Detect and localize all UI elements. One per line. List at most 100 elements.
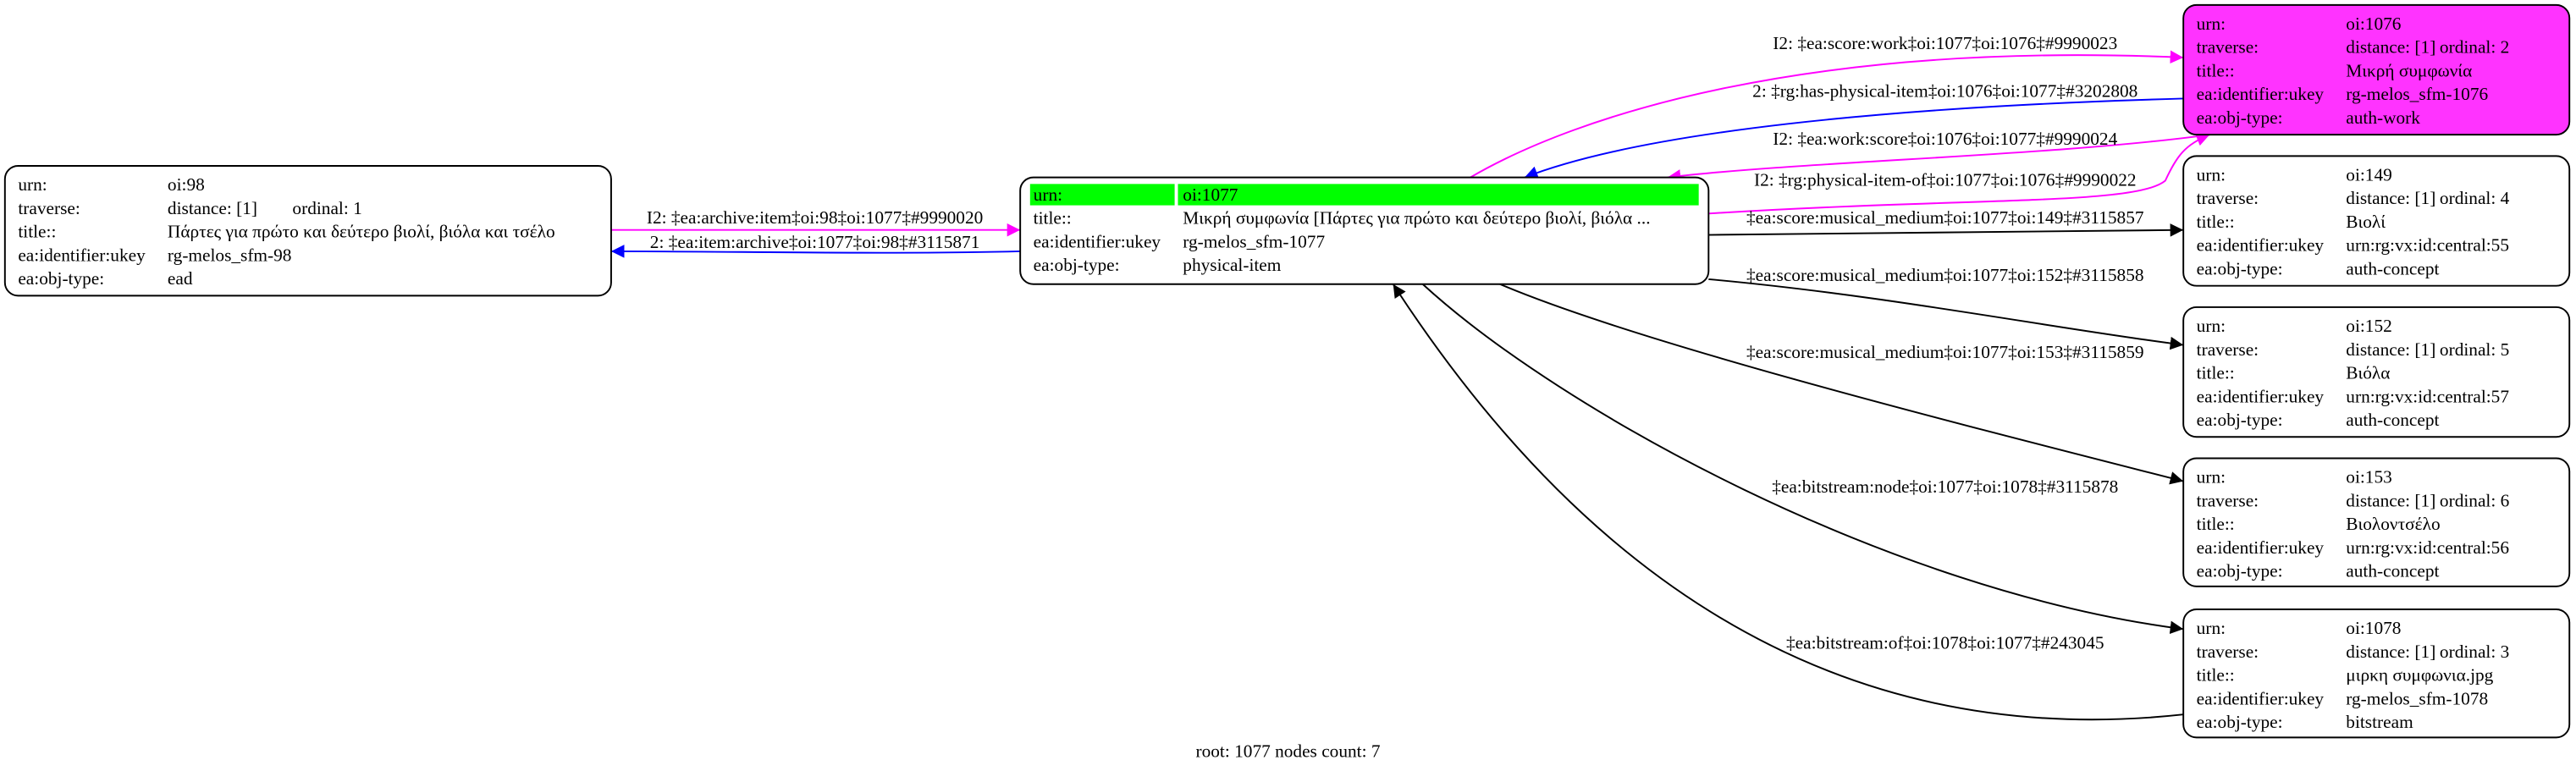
node-value: Μικρή συμφωνία [Πάρτες για πρώτο και δεύ… bbox=[1183, 208, 1650, 229]
node-key: ea:obj-type: bbox=[2197, 107, 2283, 128]
edge-label: 2: ‡rg:has-physical-item‡oi:1076‡oi:1077… bbox=[1752, 81, 2137, 102]
node-key: ea:identifier:ukey bbox=[2197, 84, 2325, 104]
node-key: ea:identifier:ukey bbox=[2197, 688, 2325, 708]
node-box bbox=[2182, 457, 2571, 587]
node-box bbox=[2182, 609, 2571, 739]
node-key: urn: bbox=[1034, 184, 1062, 205]
node-box bbox=[2182, 306, 2571, 438]
node-value: Μικρή συμφωνία bbox=[2346, 60, 2472, 80]
node-key: ea:obj-type: bbox=[18, 268, 104, 289]
edge-label: ‡ea:score:musical_medium‡oi:1077‡oi:149‡… bbox=[1746, 207, 2144, 228]
node-value: distance: [1] bbox=[2346, 37, 2435, 58]
node-key: traverse: bbox=[2197, 490, 2259, 510]
node-value: auth-concept bbox=[2346, 561, 2439, 581]
node-value: urn:rg:vx:id:central:57 bbox=[2346, 386, 2509, 406]
node-extra: ordinal: 4 bbox=[2440, 188, 2510, 208]
node-key: title:: bbox=[2197, 514, 2235, 534]
node-value: urn:rg:vx:id:central:55 bbox=[2346, 235, 2509, 256]
edge bbox=[1421, 284, 2184, 635]
node-value: auth-work bbox=[2346, 107, 2420, 128]
edge-label: I2: ‡rg:physical-item-of‡oi:1077‡oi:1076… bbox=[1754, 169, 2137, 190]
node-key: ea:identifier:ukey bbox=[2197, 537, 2325, 558]
node-value: μιρκη συμφωνια.jpg bbox=[2346, 665, 2493, 686]
node-key: traverse: bbox=[2197, 37, 2259, 58]
highlight bbox=[1029, 184, 1175, 206]
node-box bbox=[2182, 3, 2571, 136]
footer: root: 1077 nodes count: 7 bbox=[1196, 741, 1381, 762]
edge bbox=[1708, 278, 2184, 350]
node-value: oi:1077 bbox=[1183, 184, 1238, 205]
node-key: traverse: bbox=[2197, 188, 2259, 208]
edge-label: ‡ea:score:musical_medium‡oi:1077‡oi:153‡… bbox=[1746, 342, 2144, 362]
node-key: title:: bbox=[2197, 363, 2235, 383]
node-value: oi:152 bbox=[2346, 316, 2392, 336]
node-value: physical-item bbox=[1183, 255, 1281, 275]
node-key: ea:identifier:ukey bbox=[2197, 235, 2325, 256]
node-key: urn: bbox=[2197, 467, 2226, 487]
node-value: oi:1076 bbox=[2346, 14, 2402, 34]
node-key: urn: bbox=[2197, 316, 2226, 336]
edge bbox=[610, 245, 1021, 258]
node-value: auth-concept bbox=[2346, 410, 2439, 430]
node-extra: ordinal: 3 bbox=[2440, 642, 2509, 662]
node-extra: ordinal: 6 bbox=[2440, 490, 2510, 510]
edge-label: ‡ea:score:musical_medium‡oi:1077‡oi:152‡… bbox=[1746, 265, 2144, 285]
node-key: traverse: bbox=[2197, 339, 2259, 360]
node-extra: ordinal: 5 bbox=[2440, 339, 2509, 360]
node-value: urn:rg:vx:id:central:56 bbox=[2346, 537, 2509, 558]
node-key: ea:identifier:ukey bbox=[2197, 386, 2325, 406]
node-key: urn: bbox=[2197, 14, 2226, 34]
node-value: distance: [1] bbox=[2346, 642, 2435, 662]
node-key: title:: bbox=[2197, 212, 2235, 232]
edge bbox=[1667, 134, 2210, 183]
node-value: ead bbox=[168, 268, 193, 289]
node-value: bitstream bbox=[2346, 712, 2413, 732]
node-value: oi:149 bbox=[2346, 164, 2392, 184]
node-value: rg-melos_sfm-1077 bbox=[1183, 231, 1325, 251]
node-value: rg-melos_sfm-98 bbox=[168, 245, 292, 265]
node-box bbox=[2182, 155, 2571, 287]
edge bbox=[1392, 284, 2184, 721]
highlight bbox=[1178, 184, 1699, 206]
node-key: ea:obj-type: bbox=[1034, 255, 1120, 275]
node-value: auth-concept bbox=[2346, 259, 2439, 279]
node-value: distance: [1] bbox=[168, 198, 257, 218]
node-value: oi:98 bbox=[168, 174, 205, 195]
node-value: distance: [1] bbox=[2346, 188, 2435, 208]
node-value: distance: [1] bbox=[2346, 490, 2435, 510]
node-value: Βιολοντσέλο bbox=[2346, 514, 2440, 534]
node-key: ea:obj-type: bbox=[2197, 410, 2283, 430]
edge-label: ‡ea:bitstream:of‡oi:1078‡oi:1077‡#243045 bbox=[1786, 633, 2104, 653]
node-key: traverse: bbox=[18, 198, 80, 218]
edge-label: ‡ea:bitstream:node‡oi:1077‡oi:1078‡#3115… bbox=[1772, 476, 2118, 497]
edge bbox=[1708, 133, 2210, 215]
node-key: title:: bbox=[1034, 208, 1072, 229]
node-key: urn: bbox=[18, 174, 47, 195]
edge bbox=[1708, 223, 2184, 237]
node-key: title:: bbox=[2197, 665, 2235, 686]
edge-label: I2: ‡ea:work:score‡oi:1076‡oi:1077‡#9990… bbox=[1773, 129, 2117, 149]
node-value: Πάρτες για πρώτο και δεύτερο βιολί, βιόλ… bbox=[168, 222, 555, 242]
node-key: urn: bbox=[2197, 164, 2226, 184]
node-value: Βιολί bbox=[2346, 212, 2386, 232]
node-value: oi:153 bbox=[2346, 467, 2392, 487]
edge-label: 2: ‡ea:item:archive‡oi:1077‡oi:98‡#31158… bbox=[650, 232, 980, 252]
node-key: traverse: bbox=[2197, 642, 2259, 662]
edge bbox=[1524, 97, 2184, 179]
node-key: urn: bbox=[2197, 618, 2226, 638]
edge bbox=[1470, 50, 2184, 179]
node-value: distance: [1] bbox=[2346, 339, 2435, 360]
node-key: ea:obj-type: bbox=[2197, 561, 2283, 581]
node-key: ea:obj-type: bbox=[2197, 712, 2283, 732]
node-key: title:: bbox=[18, 222, 56, 242]
node-key: ea:obj-type: bbox=[2197, 259, 2283, 279]
edge-label: I2: ‡ea:score:work‡oi:1077‡oi:1076‡#9990… bbox=[1773, 33, 2117, 53]
node-key: ea:identifier:ukey bbox=[1034, 231, 1161, 251]
node-value: Βιόλα bbox=[2346, 363, 2390, 383]
node-key: ea:identifier:ukey bbox=[18, 245, 146, 265]
node-value: rg-melos_sfm-1078 bbox=[2346, 688, 2488, 708]
node-key: title:: bbox=[2197, 60, 2235, 80]
node-extra: ordinal: 1 bbox=[292, 198, 361, 218]
node-value: oi:1078 bbox=[2346, 618, 2401, 638]
